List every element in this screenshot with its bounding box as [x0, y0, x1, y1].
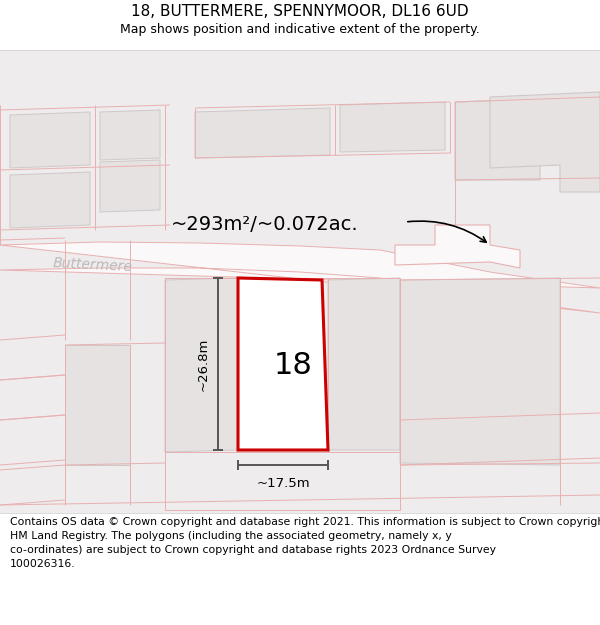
Polygon shape [0, 242, 600, 313]
Polygon shape [400, 278, 560, 465]
Polygon shape [10, 172, 90, 228]
Polygon shape [340, 102, 445, 152]
Text: ~26.8m: ~26.8m [197, 338, 210, 391]
Polygon shape [195, 108, 330, 158]
Polygon shape [328, 278, 400, 450]
Text: Map shows position and indicative extent of the property.: Map shows position and indicative extent… [120, 22, 480, 36]
Polygon shape [455, 97, 580, 180]
Text: Buttermere: Buttermere [52, 256, 133, 274]
Polygon shape [65, 345, 130, 465]
Polygon shape [100, 110, 160, 160]
Bar [0, 0, 600, 50]
Polygon shape [10, 112, 90, 168]
Polygon shape [100, 160, 160, 212]
Bar [0, 513, 600, 625]
Polygon shape [165, 278, 238, 452]
Polygon shape [395, 225, 520, 268]
Text: 18: 18 [274, 351, 313, 379]
Polygon shape [490, 92, 600, 192]
Bar [0, 50, 600, 513]
Text: 18, BUTTERMERE, SPENNYMOOR, DL16 6UD: 18, BUTTERMERE, SPENNYMOOR, DL16 6UD [131, 4, 469, 19]
Polygon shape [238, 278, 328, 450]
Text: Contains OS data © Crown copyright and database right 2021. This information is : Contains OS data © Crown copyright and d… [10, 517, 600, 569]
Text: ~17.5m: ~17.5m [256, 477, 310, 490]
Text: ~293m²/~0.072ac.: ~293m²/~0.072ac. [171, 216, 359, 234]
